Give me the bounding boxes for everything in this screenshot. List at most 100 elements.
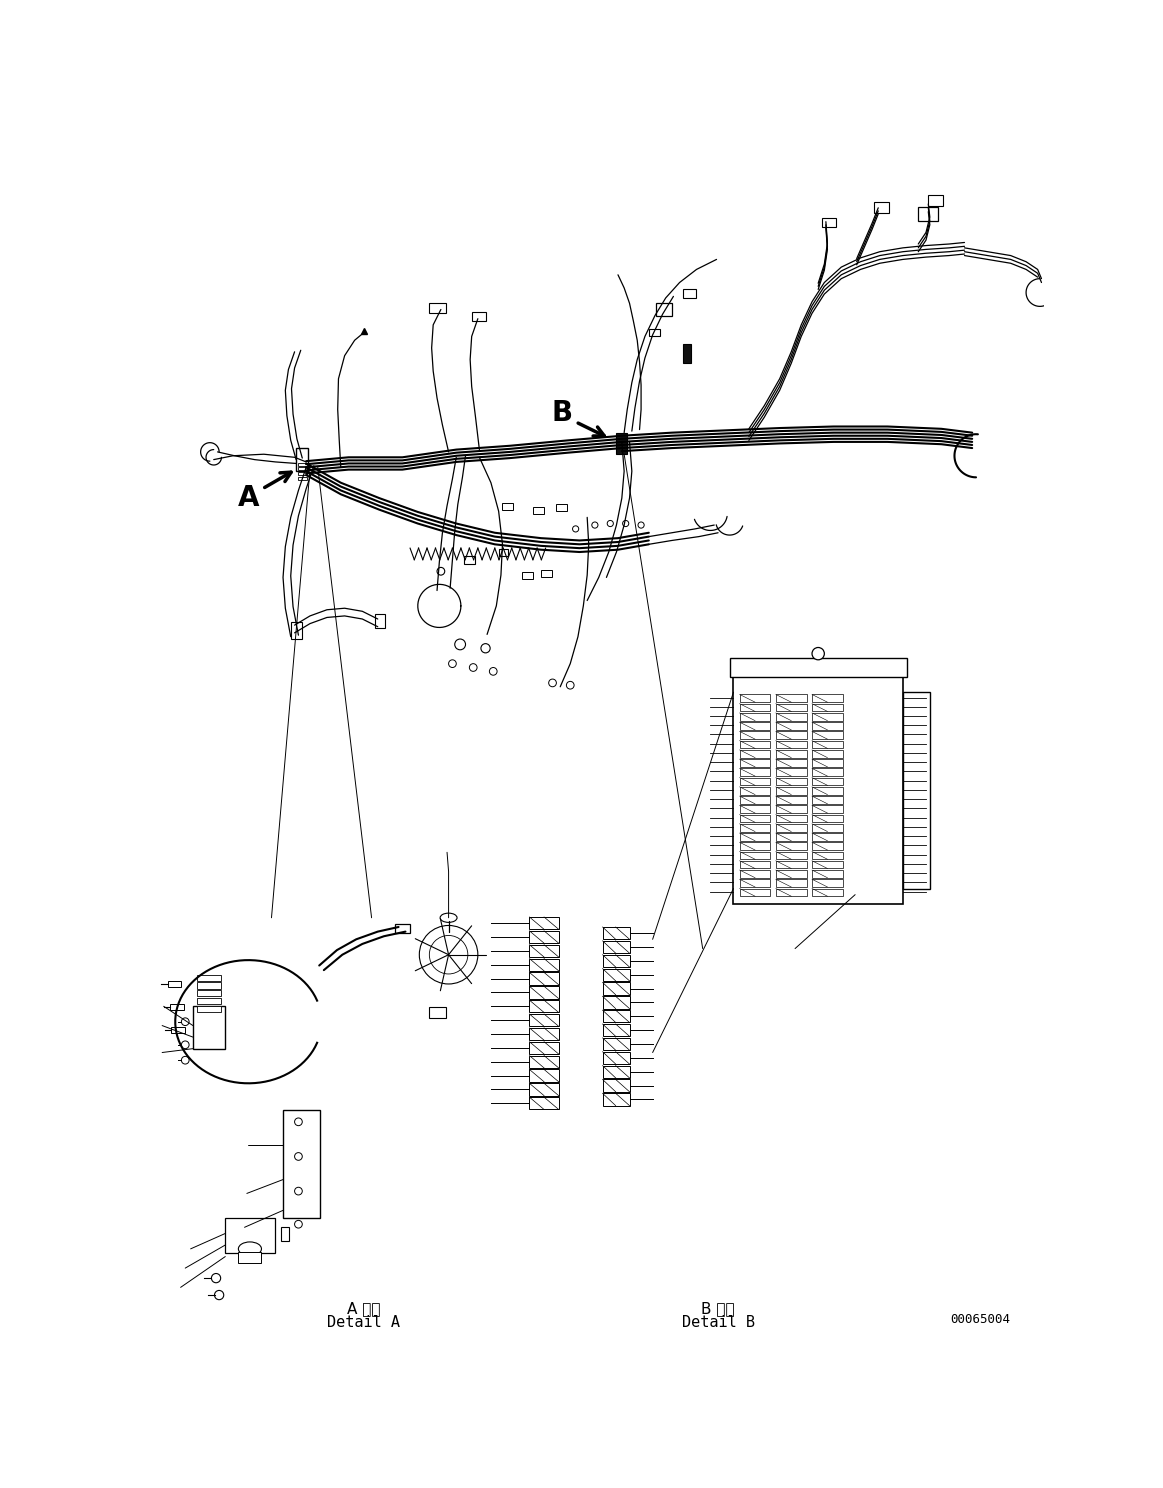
Bar — [776, 759, 807, 766]
Bar — [197, 998, 221, 1004]
Bar — [376, 615, 385, 628]
Bar — [812, 750, 843, 757]
Text: B 詳細: B 詳細 — [701, 1302, 735, 1317]
Bar — [776, 722, 807, 731]
Bar — [776, 842, 807, 850]
Text: B: B — [551, 399, 572, 427]
Bar — [602, 1065, 629, 1077]
Bar — [226, 1219, 276, 1253]
Bar — [812, 824, 843, 832]
Circle shape — [294, 1153, 302, 1161]
Bar — [529, 1028, 558, 1040]
Bar — [429, 302, 447, 314]
Bar — [394, 924, 411, 933]
Bar — [740, 805, 770, 812]
Bar — [740, 778, 770, 786]
Bar — [684, 289, 695, 298]
Bar — [684, 344, 691, 363]
Bar — [776, 778, 807, 786]
Bar — [429, 1007, 447, 1018]
Circle shape — [490, 668, 497, 676]
Text: 00065004: 00065004 — [950, 1314, 1009, 1326]
Bar — [812, 778, 843, 786]
Circle shape — [607, 521, 613, 527]
Bar — [740, 888, 770, 896]
Bar — [776, 824, 807, 832]
Bar — [776, 695, 807, 702]
Circle shape — [470, 664, 477, 671]
Circle shape — [638, 522, 644, 528]
Circle shape — [420, 926, 478, 984]
Bar — [534, 506, 544, 513]
Bar — [529, 1013, 558, 1027]
Bar — [502, 503, 513, 510]
Bar — [812, 695, 843, 702]
Bar — [919, 207, 937, 220]
Circle shape — [455, 638, 465, 650]
Bar — [776, 814, 807, 823]
Bar — [529, 917, 558, 930]
Bar — [529, 1055, 558, 1068]
Bar — [776, 750, 807, 757]
Bar — [740, 860, 770, 869]
Bar — [616, 433, 627, 454]
Bar — [740, 814, 770, 823]
Bar — [902, 692, 930, 888]
Text: Detail B: Detail B — [682, 1314, 755, 1329]
Bar — [776, 860, 807, 869]
Bar — [602, 1039, 629, 1051]
Circle shape — [549, 679, 556, 687]
Bar — [740, 695, 770, 702]
Bar — [776, 833, 807, 841]
Bar — [740, 750, 770, 757]
Bar — [197, 982, 221, 988]
Bar — [812, 768, 843, 777]
Bar — [197, 975, 221, 981]
Bar — [602, 927, 629, 939]
Bar — [238, 1251, 262, 1263]
Bar — [529, 1083, 558, 1095]
Bar — [740, 732, 770, 740]
Bar — [529, 931, 558, 943]
Bar — [602, 1024, 629, 1036]
Bar — [812, 888, 843, 896]
Bar — [740, 759, 770, 766]
Circle shape — [181, 1018, 190, 1025]
Circle shape — [566, 682, 575, 689]
Bar — [776, 870, 807, 878]
Bar — [776, 704, 807, 711]
Bar — [740, 833, 770, 841]
Bar — [776, 787, 807, 795]
Bar — [170, 1004, 184, 1010]
Bar — [812, 851, 843, 859]
Bar — [298, 472, 307, 475]
Bar — [656, 304, 672, 315]
Ellipse shape — [238, 1242, 262, 1256]
Bar — [529, 1097, 558, 1110]
Bar — [734, 677, 902, 903]
Circle shape — [572, 525, 579, 533]
Bar — [776, 805, 807, 812]
Bar — [873, 202, 889, 213]
Bar — [529, 945, 558, 957]
Bar — [197, 990, 221, 997]
Bar — [740, 851, 770, 859]
Bar — [193, 1006, 226, 1049]
Bar — [776, 888, 807, 896]
Bar — [740, 870, 770, 878]
Bar — [928, 195, 943, 205]
Bar — [602, 1079, 629, 1092]
Bar — [776, 796, 807, 804]
Bar — [522, 571, 533, 579]
Bar — [812, 722, 843, 731]
Bar — [822, 217, 836, 228]
Bar — [171, 1027, 185, 1033]
Bar — [776, 768, 807, 777]
Bar — [776, 879, 807, 887]
Bar — [298, 463, 307, 466]
Bar — [298, 476, 307, 479]
Circle shape — [481, 644, 490, 653]
Bar — [297, 448, 308, 472]
Bar — [197, 1006, 221, 1012]
Bar — [649, 329, 659, 336]
